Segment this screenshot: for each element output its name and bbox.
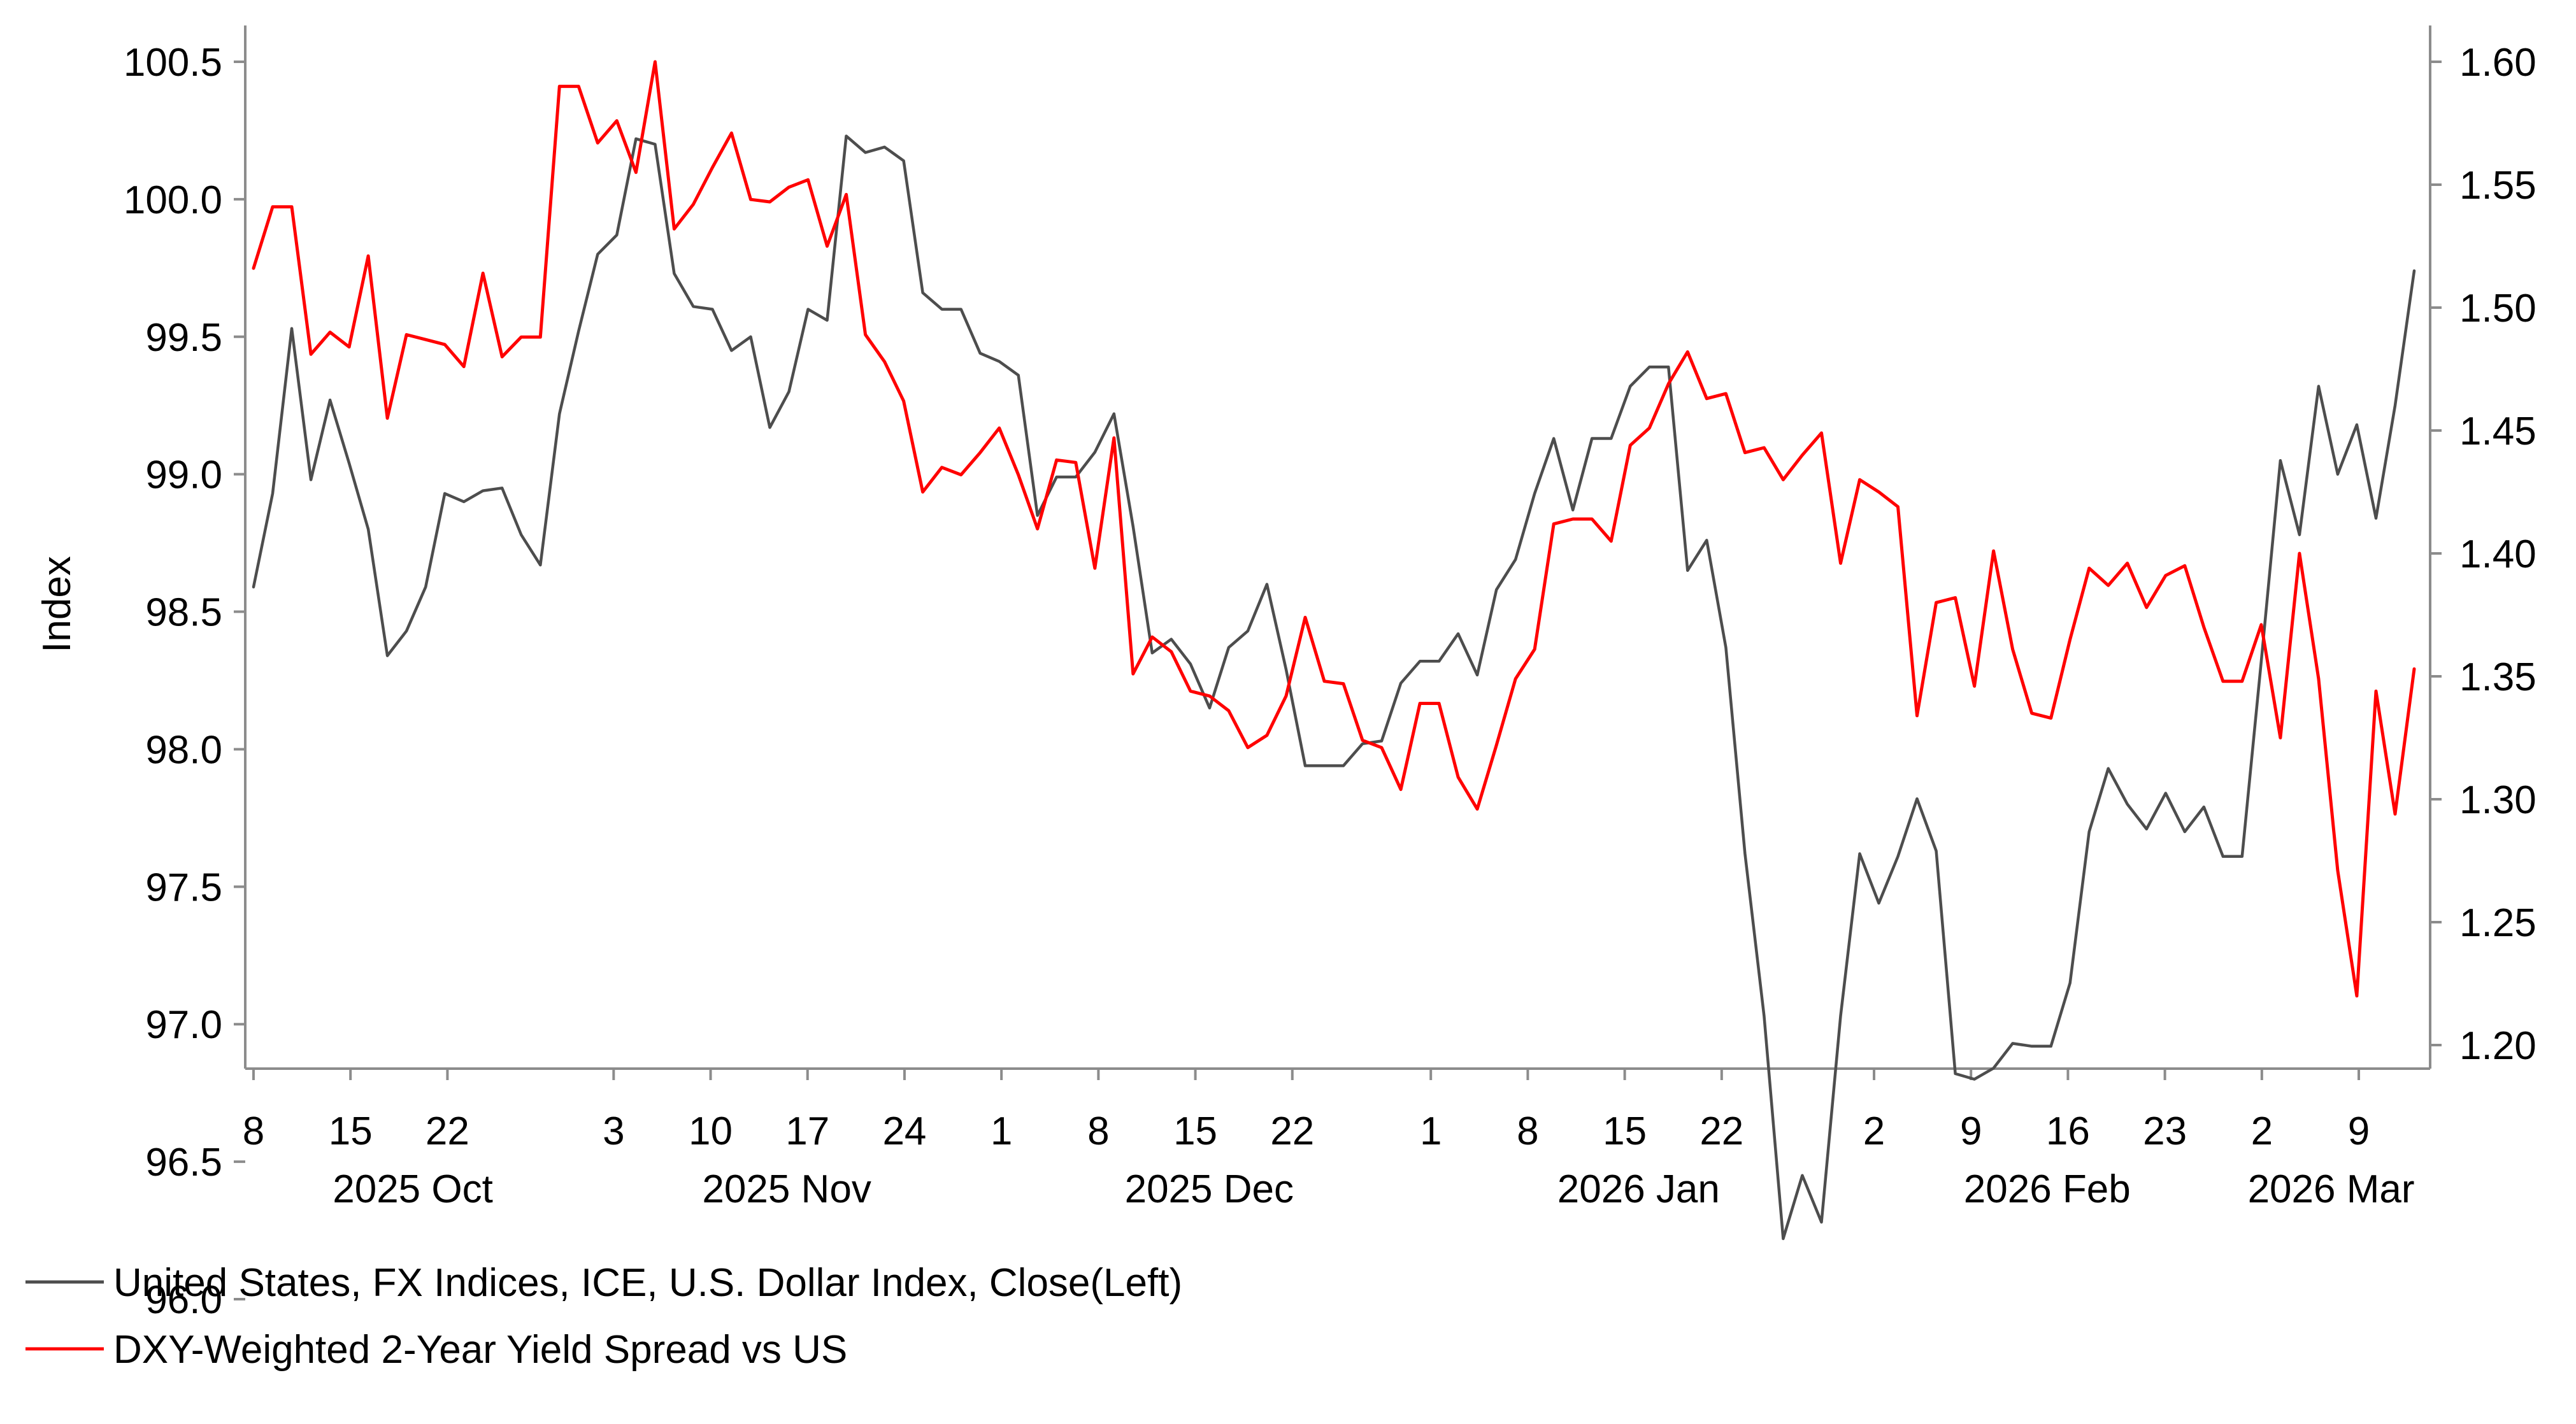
right-y-tick-label: 1.25	[2459, 901, 2537, 945]
x-tick-label: 23	[2143, 1109, 2187, 1153]
left-y-tick-label: 97.0	[145, 1003, 222, 1047]
x-tick-label: 16	[2046, 1109, 2090, 1153]
series-line-dollar-index	[252, 134, 2416, 1241]
x-month-label: 2025 Dec	[1125, 1167, 1294, 1211]
x-tick-label: 8	[1087, 1109, 1109, 1153]
x-tick-label: 2	[2251, 1109, 2273, 1153]
legend-label-dollar-index: United States, FX Indices, ICE, U.S. Dol…	[113, 1261, 1182, 1305]
x-month-label: 2025 Oct	[333, 1167, 493, 1211]
x-tick-label: 3	[603, 1109, 624, 1153]
x-month-label: 2025 Nov	[702, 1167, 871, 1211]
left-y-tick-label: 99.0	[145, 453, 222, 497]
x-month-label: 2026 Mar	[2248, 1167, 2415, 1211]
plot-frame	[244, 25, 2431, 1070]
series-layer	[252, 60, 2416, 1241]
x-tick-label: 17	[785, 1109, 829, 1153]
left-y-tick-label: 96.5	[145, 1141, 222, 1185]
left-y-tick-label: 97.5	[145, 865, 222, 909]
right-y-tick-label: 1.45	[2459, 409, 2537, 453]
series-line-yield-spread	[252, 60, 2416, 998]
left-y-axis-title: Index	[35, 556, 79, 653]
legend-label-yield-spread: DXY-Weighted 2-Year Yield Spread vs US	[113, 1328, 847, 1372]
left-y-tick-label: 98.0	[145, 728, 222, 772]
right-y-tick-label: 1.40	[2459, 532, 2537, 576]
right-y-axis: 1.20 1.25 1.30 1.35 1.40 1.45 1.50 1.55 1.60	[2430, 41, 2537, 1068]
x-tick-label: 9	[1960, 1109, 1982, 1153]
left-y-tick-label: 100.5	[124, 41, 222, 85]
x-month-label: 2026 Feb	[1964, 1167, 2131, 1211]
x-tick-label: 15	[1173, 1109, 1217, 1153]
x-tick-label: 1	[991, 1109, 1012, 1153]
right-y-tick-label: 1.30	[2459, 778, 2537, 822]
x-tick-label: 8	[1517, 1109, 1538, 1153]
x-tick-label: 22	[1270, 1109, 1314, 1153]
x-tick-label: 22	[426, 1109, 469, 1153]
x-tick-label: 15	[329, 1109, 373, 1153]
legend: United States, FX Indices, ICE, U.S. Dol…	[25, 1261, 1182, 1372]
left-y-tick-label: 98.5	[145, 591, 222, 635]
left-y-axis: 96.0 96.5 97.0 97.5 98.0 98.5 99.0 99.5 100.0 100…	[35, 41, 245, 1322]
x-tick-label: 1	[1420, 1109, 1442, 1153]
left-y-tick-label: 99.5	[145, 316, 222, 360]
x-tick-label: 22	[1699, 1109, 1743, 1153]
right-y-tick-label: 1.50	[2459, 287, 2537, 331]
right-y-tick-label: 1.35	[2459, 655, 2537, 699]
right-y-tick-label: 1.55	[2459, 164, 2537, 208]
right-y-tick-label: 1.20	[2459, 1024, 2537, 1068]
x-tick-label: 15	[1603, 1109, 1647, 1153]
right-y-tick-label: 1.60	[2459, 41, 2537, 85]
left-y-tick-label: 96.0	[145, 1278, 222, 1322]
x-tick-label: 9	[2348, 1109, 2370, 1153]
x-tick-label: 8	[243, 1109, 264, 1153]
x-tick-label: 24	[882, 1109, 926, 1153]
x-tick-label: 10	[689, 1109, 733, 1153]
x-month-label: 2026 Jan	[1557, 1167, 1720, 1211]
left-y-tick-label: 100.0	[124, 178, 222, 222]
x-tick-label: 2	[1863, 1109, 1885, 1153]
